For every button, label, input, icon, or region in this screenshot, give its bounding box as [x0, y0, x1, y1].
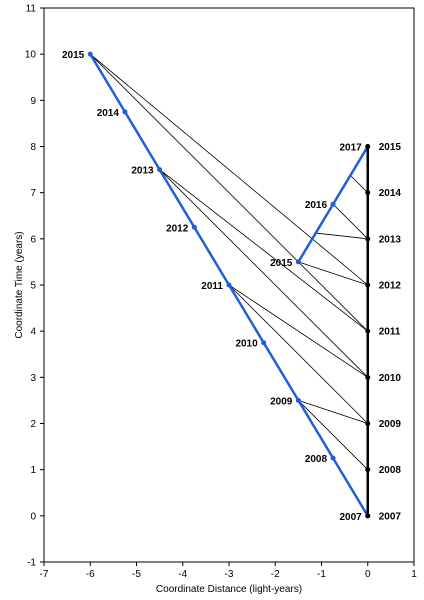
- x-tick-label: 1: [411, 569, 417, 580]
- point-label: 2015: [62, 50, 85, 61]
- x-tick-label: -2: [271, 569, 280, 580]
- x-tick-label: -1: [317, 569, 326, 580]
- y-tick-label: 0: [30, 511, 36, 522]
- signal-line: [332, 203, 369, 240]
- x-tick-label: -6: [86, 569, 95, 580]
- data-point: [365, 421, 371, 426]
- x-tick-label: -7: [40, 569, 49, 580]
- point-label: 2009: [379, 419, 402, 430]
- point-label: 2012: [166, 223, 189, 234]
- signal-line: [228, 284, 369, 424]
- data-point: [261, 340, 267, 346]
- y-tick-label: 5: [30, 281, 36, 292]
- y-tick-label: 4: [30, 327, 36, 338]
- y-tick-label: 7: [30, 188, 36, 199]
- y-tick-label: 3: [30, 373, 36, 384]
- y-tick-label: 10: [25, 50, 37, 61]
- point-label: 2007: [379, 511, 402, 522]
- point-label: 2011: [201, 281, 223, 292]
- signal-line: [315, 232, 368, 240]
- signal-line: [298, 400, 368, 424]
- data-point: [365, 282, 371, 288]
- axis-ticks: -7 -6 -5 -4 -3 -2 -1 0 1 -1 0 1 2 3 4 5 6 7 8 9 10 11: [25, 4, 417, 581]
- point-label: 2008: [379, 465, 402, 476]
- y-tick-label: 2: [30, 419, 36, 430]
- y-tick-label: 1: [30, 465, 36, 476]
- data-point: [330, 201, 336, 207]
- x-tick-label: -4: [178, 569, 187, 580]
- point-label: 2013: [379, 234, 402, 245]
- signal-line: [89, 53, 369, 332]
- data-points: [87, 51, 371, 519]
- data-point: [226, 282, 232, 288]
- data-point: [365, 513, 371, 519]
- x-axis-label: Coordinate Distance (light-years): [156, 584, 302, 595]
- x-tick-label: -3: [225, 569, 234, 580]
- point-labels: 2007 2008 2009 2010 2011 2012 2013 2014 2015 2015…: [62, 50, 401, 523]
- point-label: 2011: [379, 327, 401, 338]
- data-point: [191, 224, 197, 230]
- point-label: 2014: [97, 108, 120, 119]
- y-tick-label: -1: [27, 558, 36, 569]
- signal-line: [89, 53, 369, 286]
- data-point: [365, 236, 371, 242]
- data-point: [365, 374, 371, 380]
- x-tick-label: -5: [132, 569, 141, 580]
- x-tick-label: 0: [365, 569, 371, 580]
- point-label: 2012: [379, 281, 402, 292]
- signal-line: [228, 284, 368, 378]
- point-label: 2017: [340, 143, 363, 154]
- signal-line: [298, 261, 368, 286]
- y-tick-label: 9: [30, 96, 36, 107]
- point-label: 2009: [270, 396, 293, 407]
- data-point: [87, 51, 93, 57]
- point-label: 2016: [305, 200, 328, 211]
- data-point: [365, 328, 371, 334]
- data-point: [365, 467, 371, 473]
- point-label: 2008: [305, 454, 328, 465]
- y-axis-label: Coordinate Time (years): [14, 231, 25, 338]
- signal-line: [350, 175, 369, 193]
- y-tick-label: 11: [26, 4, 37, 15]
- data-point: [157, 167, 163, 173]
- signal-line: [298, 400, 369, 470]
- signal-line: [159, 169, 368, 332]
- data-point: [365, 190, 371, 196]
- y-tick-label: 8: [30, 142, 36, 153]
- point-label: 2015: [379, 142, 402, 153]
- signal-line: [159, 169, 369, 378]
- signal-lines: [89, 53, 369, 470]
- point-label: 2010: [379, 373, 402, 384]
- data-point: [122, 109, 128, 115]
- point-label: 2014: [379, 188, 402, 199]
- point-label: 2007: [340, 512, 363, 523]
- point-label: 2013: [131, 166, 154, 177]
- data-point: [295, 259, 301, 265]
- point-label: 2010: [235, 339, 258, 350]
- data-point: [365, 144, 371, 149]
- point-label: 2015: [270, 258, 293, 269]
- data-point: [330, 455, 336, 461]
- y-tick-label: 6: [30, 234, 36, 245]
- data-point: [295, 397, 301, 403]
